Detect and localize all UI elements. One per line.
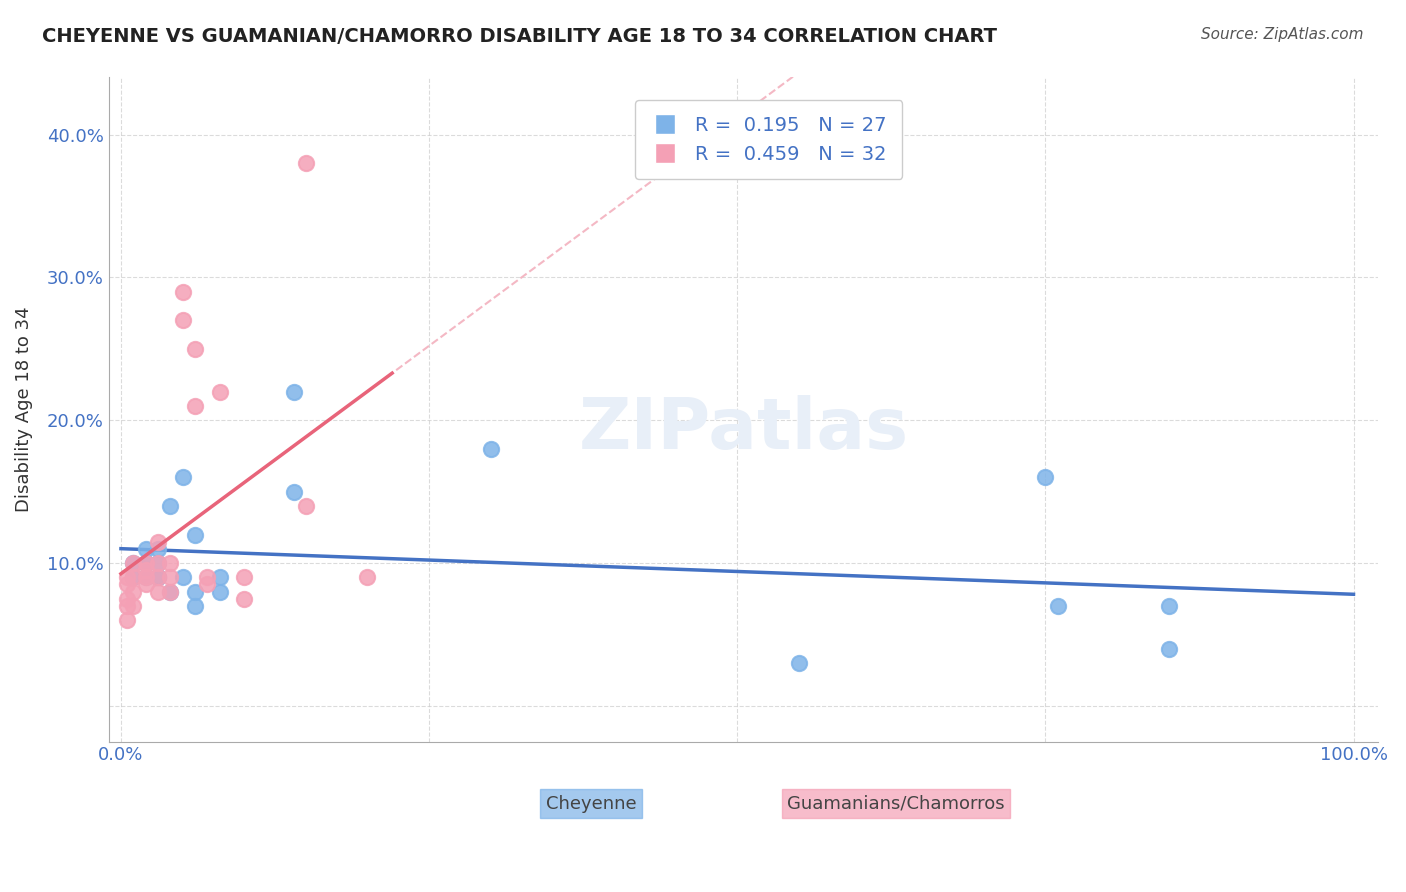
Point [283, 384, 305, 399]
Point [233, 591, 256, 606]
Point [195, 577, 218, 591]
Point [233, 570, 256, 584]
Point [122, 556, 145, 570]
Point [479, 442, 502, 456]
Text: CHEYENNE VS GUAMANIAN/CHAMORRO DISABILITY AGE 18 TO 34 CORRELATION CHART: CHEYENNE VS GUAMANIAN/CHAMORRO DISABILIT… [42, 27, 997, 45]
Point [115, 570, 138, 584]
Point [122, 570, 145, 584]
Point [172, 470, 194, 484]
Point [146, 534, 169, 549]
Point [122, 599, 145, 613]
Point [159, 584, 181, 599]
Point [159, 556, 181, 570]
Point [159, 499, 181, 513]
Point [184, 527, 207, 541]
Point [787, 656, 810, 670]
Text: ZIPatlas: ZIPatlas [578, 395, 908, 464]
Point [146, 570, 169, 584]
Point [146, 556, 169, 570]
Point [159, 584, 181, 599]
Point [184, 342, 207, 356]
Point [159, 570, 181, 584]
Point [295, 499, 318, 513]
Point [208, 584, 231, 599]
Point [172, 285, 194, 299]
Point [146, 570, 169, 584]
Point [115, 577, 138, 591]
Point [122, 584, 145, 599]
Point [1035, 470, 1057, 484]
Legend: R =  0.195   N = 27, R =  0.459   N = 32: R = 0.195 N = 27, R = 0.459 N = 32 [636, 101, 903, 179]
Point [135, 556, 157, 570]
Point [115, 591, 138, 606]
Point [208, 384, 231, 399]
Point [135, 541, 157, 556]
Point [135, 563, 157, 577]
Point [184, 399, 207, 413]
Point [135, 570, 157, 584]
Point [195, 570, 218, 584]
Point [135, 556, 157, 570]
Point [1157, 641, 1180, 656]
Point [122, 556, 145, 570]
Text: Source: ZipAtlas.com: Source: ZipAtlas.com [1201, 27, 1364, 42]
Point [135, 577, 157, 591]
Point [295, 156, 318, 170]
Text: Cheyenne: Cheyenne [546, 795, 637, 813]
Point [135, 556, 157, 570]
Text: Guamanians/Chamorros: Guamanians/Chamorros [787, 795, 1004, 813]
Point [146, 570, 169, 584]
Point [115, 613, 138, 627]
Point [115, 599, 138, 613]
Point [146, 556, 169, 570]
Point [1046, 599, 1069, 613]
Point [146, 584, 169, 599]
Point [172, 570, 194, 584]
Point [208, 570, 231, 584]
Point [356, 570, 378, 584]
Point [135, 570, 157, 584]
Point [172, 313, 194, 327]
Point [184, 584, 207, 599]
Point [122, 570, 145, 584]
Point [283, 484, 305, 499]
Point [184, 599, 207, 613]
Y-axis label: Disability Age 18 to 34: Disability Age 18 to 34 [15, 307, 32, 512]
Point [146, 541, 169, 556]
Point [1157, 599, 1180, 613]
